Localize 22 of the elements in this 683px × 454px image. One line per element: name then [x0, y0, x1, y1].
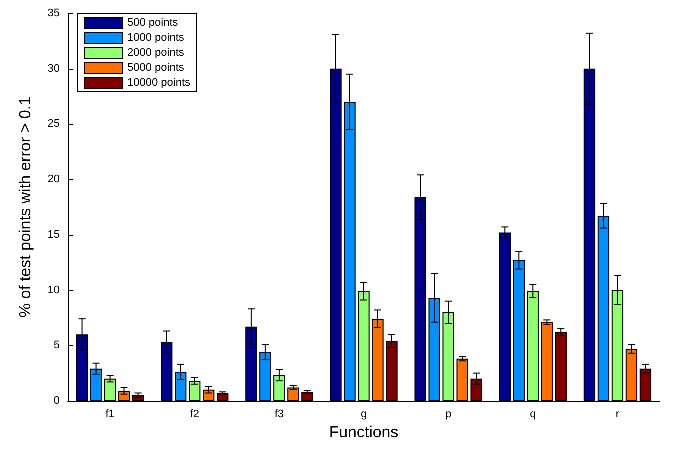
- x-tick-label: q: [530, 408, 536, 420]
- x-tick-label: f1: [106, 408, 115, 420]
- y-tick-label: 25: [48, 118, 60, 130]
- y-axis-title: % of test points with error > 0.1: [18, 96, 34, 318]
- y-tick-label: 20: [48, 174, 60, 186]
- x-tick-label: r: [616, 408, 620, 420]
- x-tick-label: f3: [274, 408, 284, 420]
- legend-label: 1000 points: [128, 32, 185, 44]
- y-tick-label: 30: [48, 62, 60, 75]
- legend-label: 5000 points: [128, 62, 185, 74]
- y-tick-label: 15: [48, 228, 60, 241]
- y-tick-label: 35: [48, 8, 60, 20]
- x-tick-label: p: [446, 408, 452, 420]
- y-tick-label: 0: [54, 395, 60, 407]
- y-tick-label: 5: [54, 340, 60, 352]
- x-tick-label: g: [360, 408, 368, 420]
- x-tick-label: f2: [190, 408, 200, 420]
- y-tick-label: 10: [48, 284, 60, 296]
- legend-label: 10000 points: [128, 77, 191, 89]
- x-axis-title: Functions: [329, 424, 399, 442]
- legend-label: 2000 points: [128, 47, 185, 59]
- legend-label: 500 points: [128, 17, 179, 29]
